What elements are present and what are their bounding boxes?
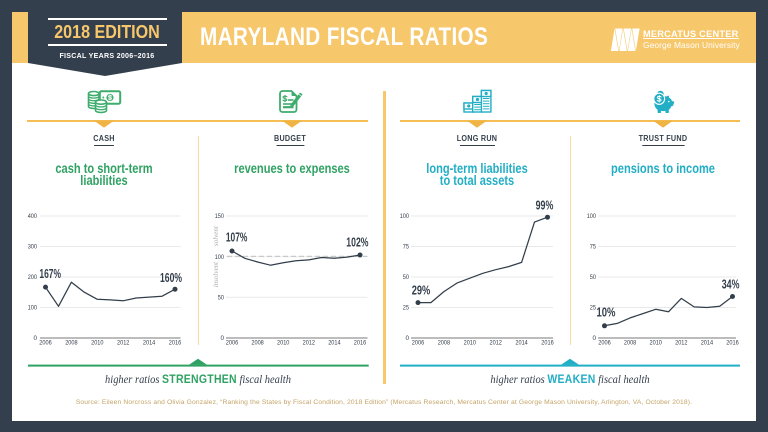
svg-text:2012: 2012 [303,340,316,347]
svg-text:400: 400 [28,213,38,220]
svg-text:75: 75 [403,244,410,251]
svg-text:150: 150 [215,213,225,220]
svg-text:10%: 10% [597,306,616,320]
svg-text:2010: 2010 [650,340,663,347]
svg-text:2016: 2016 [541,340,554,347]
svg-text:2010: 2010 [91,340,104,347]
svg-text:75: 75 [590,244,597,251]
svg-text:2010: 2010 [277,340,290,347]
svg-text:99%: 99% [536,199,554,213]
svg-text:29%: 29% [412,283,431,297]
svg-text:solvent: solvent [212,225,220,246]
svg-text:0: 0 [405,335,409,342]
svg-text:2016: 2016 [726,340,739,347]
svg-text:200: 200 [28,274,38,281]
svg-text:2008: 2008 [251,340,264,347]
svg-text:2012: 2012 [675,340,688,347]
svg-text:25: 25 [590,305,597,312]
svg-text:300: 300 [28,244,38,251]
svg-text:50: 50 [590,274,597,281]
svg-text:2012: 2012 [117,340,130,347]
svg-text:2012: 2012 [490,340,503,347]
svg-text:50: 50 [218,295,225,302]
svg-text:100: 100 [28,305,38,312]
svg-text:2016: 2016 [354,340,367,347]
svg-text:100: 100 [215,254,225,261]
svg-text:2014: 2014 [143,340,156,347]
svg-text:167%: 167% [39,267,61,281]
svg-text:2006: 2006 [226,340,239,347]
svg-text:2006: 2006 [39,340,52,347]
svg-text:2008: 2008 [65,340,78,347]
svg-text:100: 100 [400,213,410,220]
svg-text:50: 50 [403,274,410,281]
svg-text:2006: 2006 [412,340,425,347]
svg-text:102%: 102% [346,235,368,249]
svg-text:25: 25 [403,305,410,312]
svg-text:160%: 160% [160,271,182,285]
svg-text:2008: 2008 [438,340,451,347]
svg-text:2008: 2008 [624,340,637,347]
svg-text:insolvent: insolvent [212,261,220,287]
svg-text:2014: 2014 [328,340,341,347]
svg-text:0: 0 [220,335,224,342]
svg-text:2014: 2014 [515,340,528,347]
svg-text:2010: 2010 [464,340,477,347]
svg-text:2014: 2014 [701,340,714,347]
svg-text:34%: 34% [722,277,740,291]
svg-text:2006: 2006 [598,340,611,347]
svg-text:0: 0 [592,335,596,342]
svg-text:0: 0 [33,335,37,342]
svg-text:2016: 2016 [169,340,182,347]
svg-text:107%: 107% [226,231,248,245]
svg-text:100: 100 [587,213,597,220]
